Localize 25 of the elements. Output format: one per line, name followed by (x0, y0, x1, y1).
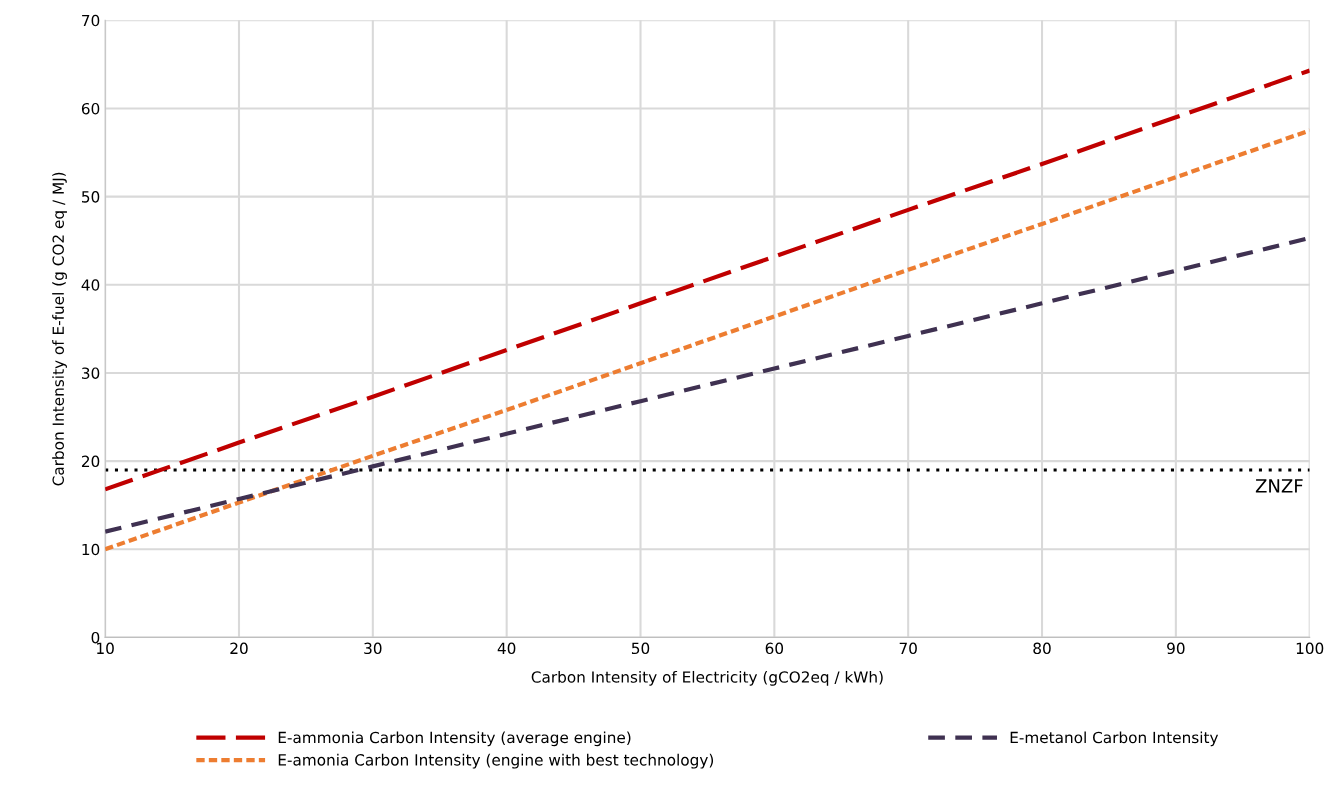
x-axis-title: Carbon Intensity of Electricity (gCO2eq / kWh) (531, 670, 883, 686)
x-tick-label: 80 (1033, 642, 1051, 655)
y-tick-label: 60 (81, 102, 100, 115)
line-series (105, 68, 1310, 492)
legend-label: E-amonia Carbon Intensity (engine with best technology) (278, 753, 714, 769)
x-tick-label: 90 (1167, 642, 1185, 655)
y-tick-label: 0 (91, 631, 100, 644)
x-tick-label: 10 (97, 642, 114, 655)
y-tick-label: 30 (82, 367, 100, 379)
x-tick-label: 70 (899, 642, 917, 655)
y-tick-label: 20 (81, 455, 100, 468)
legend-label: E-metanol Carbon Intensity (1010, 731, 1219, 747)
x-tick-label: 50 (631, 642, 650, 655)
x-tick-label: 20 (230, 642, 248, 655)
y-tick-label: 40 (81, 279, 100, 291)
y-tick-label: 10 (82, 543, 100, 556)
y-tick-label: 70 (82, 14, 100, 27)
ref-line-label: ZNZF (1255, 479, 1303, 493)
y-tick-label: 50 (82, 191, 100, 203)
x-tick-label: 100 (1296, 642, 1324, 655)
x-tick-label: 40 (497, 642, 516, 655)
x-tick-label: 30 (364, 642, 382, 655)
legend-label: E-ammonia Carbon Intensity (average engine) (278, 731, 631, 747)
y-axis-title: Carbon Intensity of E-fuel (g CO2 eq / MJ) (52, 172, 67, 486)
x-tick-label: 60 (765, 642, 784, 655)
